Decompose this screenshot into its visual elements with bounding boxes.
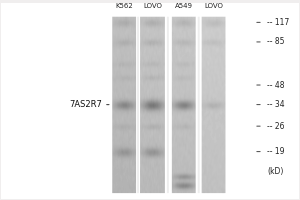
Text: -- 117: -- 117 [267,18,290,27]
Text: -- 85: -- 85 [267,37,285,46]
Text: -- 19: -- 19 [267,147,285,156]
Text: LOVO: LOVO [143,3,162,9]
Text: 7AS2R7: 7AS2R7 [70,100,102,109]
Text: -- 34: -- 34 [267,100,285,109]
Text: (kD): (kD) [267,167,284,176]
Text: -- 48: -- 48 [267,81,285,90]
Text: K562: K562 [116,3,134,9]
Text: LOVO: LOVO [205,3,223,9]
Text: A549: A549 [175,3,193,9]
Text: -- 26: -- 26 [267,122,285,131]
